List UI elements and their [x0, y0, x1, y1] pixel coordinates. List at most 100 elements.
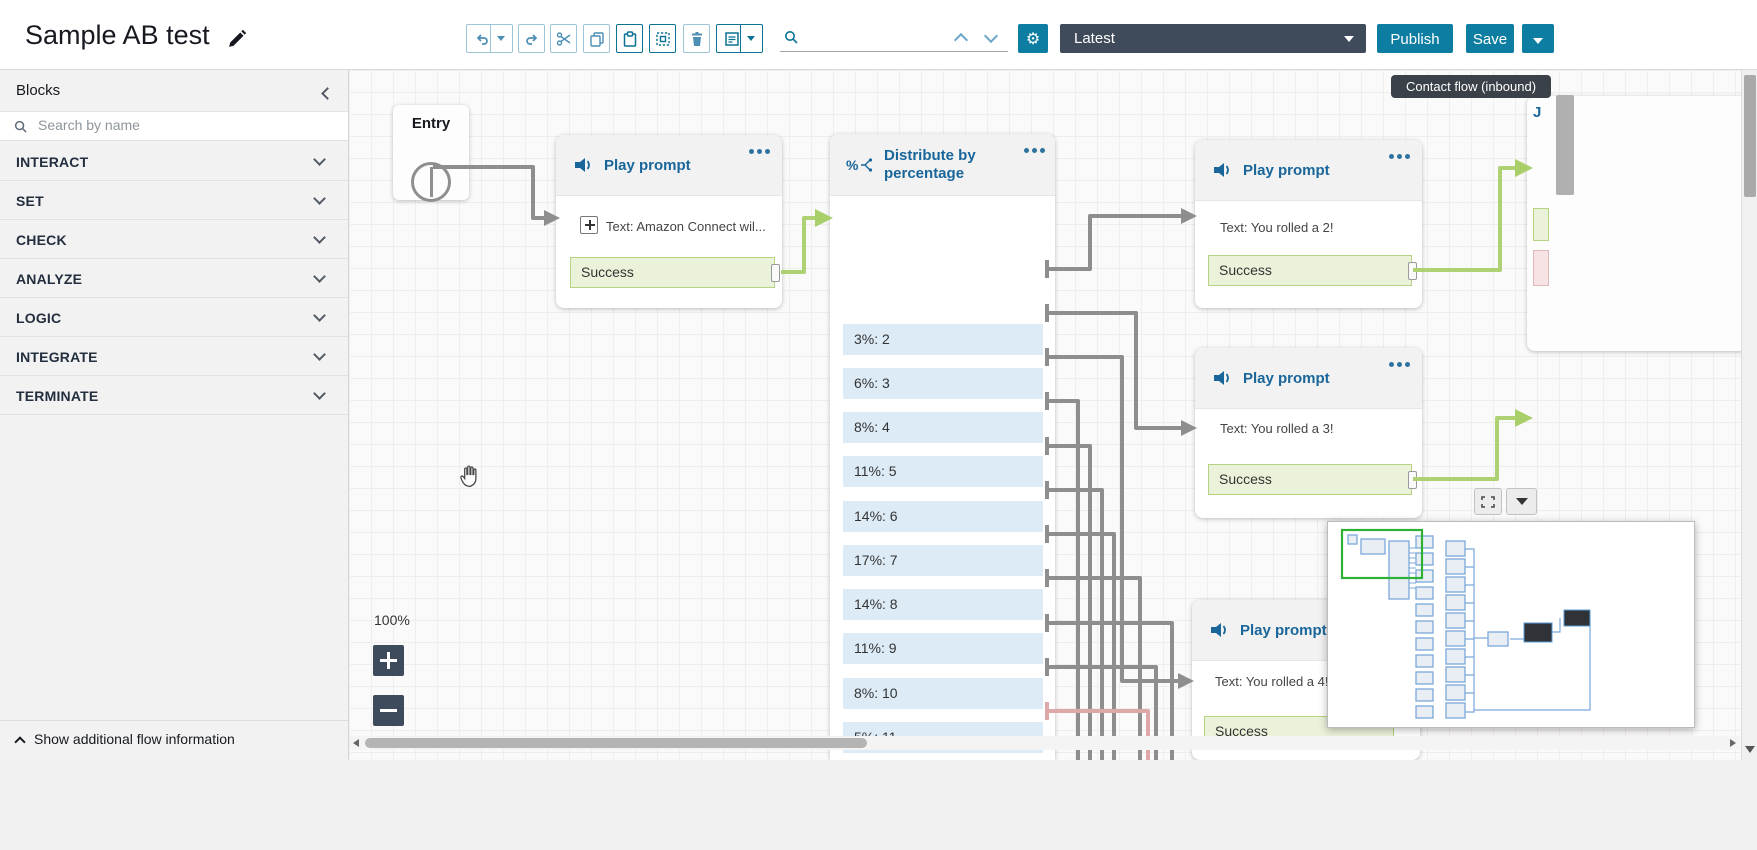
- divider: [490, 25, 491, 52]
- settings-button[interactable]: ⚙: [1018, 24, 1048, 53]
- sidebar-item-set[interactable]: SET: [0, 181, 348, 220]
- fit-view-icon: [1481, 495, 1495, 508]
- scroll-left-arrow-icon[interactable]: [353, 739, 359, 747]
- partial-success-branch: [1533, 208, 1549, 241]
- speaker-icon: [1214, 163, 1229, 177]
- chevron-down-icon: [313, 270, 326, 283]
- trash-icon: [691, 31, 702, 46]
- entry-label: Entry: [411, 115, 451, 132]
- play-prompt-block-3[interactable]: Play prompt Text: You rolled a 3! Succes…: [1195, 348, 1422, 518]
- branch-row[interactable]: 11%: 9: [843, 633, 1043, 664]
- save-button[interactable]: Save: [1466, 24, 1514, 53]
- scroll-down-arrow-icon[interactable]: [1745, 746, 1755, 753]
- branch-row[interactable]: 3%: 2: [843, 324, 1043, 355]
- chevron-down-icon: [313, 348, 326, 361]
- entry-block[interactable]: Entry: [393, 105, 469, 202]
- horizontal-scrollbar-thumb[interactable]: [365, 738, 867, 748]
- success-branch[interactable]: Success: [1208, 464, 1417, 495]
- branch-row[interactable]: 11%: 5: [843, 456, 1043, 487]
- block-search-input[interactable]: [36, 116, 326, 134]
- branch-row[interactable]: 8%: 10: [843, 678, 1043, 709]
- version-dropdown[interactable]: Latest: [1060, 24, 1366, 53]
- branch-row[interactable]: 14%: 8: [843, 589, 1043, 620]
- collapse-panel-button[interactable]: [321, 85, 334, 103]
- page-title: Sample AB test: [25, 20, 210, 50]
- branch-row[interactable]: 6%: 3: [843, 368, 1043, 399]
- notes-button-group[interactable]: [716, 24, 763, 53]
- success-branch[interactable]: Success: [1208, 255, 1417, 286]
- minimap[interactable]: [1327, 521, 1695, 728]
- block-text: Text: You rolled a 3!: [1220, 421, 1334, 436]
- search-icon: [14, 120, 27, 133]
- success-branch[interactable]: Success: [570, 257, 780, 288]
- redo-button[interactable]: [518, 24, 545, 53]
- chevron-up-icon: [14, 736, 26, 748]
- select-all-button[interactable]: [649, 24, 676, 53]
- publish-button[interactable]: Publish: [1377, 24, 1453, 53]
- sidebar-item-terminate[interactable]: TERMINATE: [0, 376, 348, 415]
- sidebar-item-logic[interactable]: LOGIC: [0, 298, 348, 337]
- partial-block-scrollbar[interactable]: [1556, 95, 1574, 195]
- branch-row[interactable]: 14%: 6: [843, 501, 1043, 532]
- search-input[interactable]: [806, 26, 996, 44]
- show-additional-flow-information-toggle[interactable]: Show additional flow information: [0, 720, 348, 760]
- sidebar-item-integrate[interactable]: INTEGRATE: [0, 337, 348, 376]
- play-prompt-block-2[interactable]: Play prompt Text: You rolled a 2! Succes…: [1195, 140, 1422, 308]
- block-title: Play prompt: [604, 157, 691, 174]
- fit-view-button[interactable]: [1474, 488, 1502, 515]
- distribute-by-percentage-block[interactable]: % Distribute by percentage 3%: 2 6%: 3 8…: [830, 134, 1055, 760]
- options-icon[interactable]: [1389, 362, 1394, 367]
- save-options-button[interactable]: [1522, 24, 1554, 53]
- flow-search-field[interactable]: [780, 24, 1008, 52]
- horizontal-scrollbar[interactable]: [350, 736, 1740, 750]
- partial-block-title: J: [1533, 104, 1542, 121]
- flow-canvas[interactable]: Contact flow (inbound) Entry Play prompt…: [349, 70, 1757, 760]
- options-icon[interactable]: [1389, 154, 1394, 159]
- block-search-box[interactable]: [0, 112, 348, 141]
- blocks-panel: Blocks INTERACT SET CHECK ANALYZE LOGIC …: [0, 70, 349, 760]
- options-icon[interactable]: [749, 149, 754, 154]
- notes-caret-icon: [747, 36, 755, 41]
- undo-button-group[interactable]: [466, 24, 513, 53]
- chevron-down-icon: [1533, 38, 1543, 44]
- zoom-in-button[interactable]: [373, 645, 404, 676]
- chevron-down-icon: [1515, 498, 1528, 505]
- speaker-icon: [575, 158, 590, 172]
- branch-row[interactable]: 8%: 4: [843, 412, 1043, 443]
- cut-button[interactable]: [550, 24, 577, 53]
- sidebar-item-check[interactable]: CHECK: [0, 220, 348, 259]
- block-text: Text: Amazon Connect wil...: [606, 219, 766, 234]
- zoom-level: 100%: [374, 612, 410, 628]
- paste-icon: [623, 30, 636, 47]
- hand-cursor-icon: [460, 465, 477, 488]
- sidebar-item-analyze[interactable]: ANALYZE: [0, 259, 348, 298]
- connector-nub[interactable]: [1408, 471, 1417, 489]
- branch-row[interactable]: 17%: 7: [843, 545, 1043, 576]
- vertical-scrollbar-thumb[interactable]: [1744, 75, 1756, 197]
- copy-button[interactable]: [583, 24, 610, 53]
- connector-nub[interactable]: [1408, 262, 1417, 280]
- block-title: Play prompt: [1243, 370, 1330, 387]
- add-prompt-button[interactable]: [580, 216, 598, 234]
- minimap-toggle-button[interactable]: [1506, 488, 1537, 515]
- scroll-right-arrow-icon[interactable]: [1730, 739, 1736, 747]
- delete-button[interactable]: [683, 24, 710, 53]
- gear-icon: ⚙: [1025, 30, 1041, 48]
- options-icon[interactable]: [1024, 148, 1029, 153]
- undo-icon: [476, 33, 488, 45]
- block-header: Play prompt: [556, 135, 782, 196]
- connector-nub[interactable]: [771, 264, 780, 282]
- paste-button[interactable]: [616, 24, 643, 53]
- play-prompt-block-1[interactable]: Play prompt Text: Amazon Connect wil... …: [556, 135, 782, 308]
- edit-title-button[interactable]: [228, 28, 248, 53]
- sidebar-item-interact[interactable]: INTERACT: [0, 142, 348, 181]
- version-dropdown-value: Latest: [1074, 30, 1115, 47]
- zoom-out-button[interactable]: [373, 695, 404, 726]
- block-title: Play prompt: [1240, 622, 1327, 639]
- search-icon: [785, 31, 798, 44]
- percentage-branch-icon: %: [846, 157, 873, 173]
- chevron-down-icon: [313, 231, 326, 244]
- vertical-scrollbar[interactable]: [1741, 70, 1757, 760]
- redo-icon: [525, 33, 537, 45]
- minimap-viewport[interactable]: [1340, 528, 1424, 580]
